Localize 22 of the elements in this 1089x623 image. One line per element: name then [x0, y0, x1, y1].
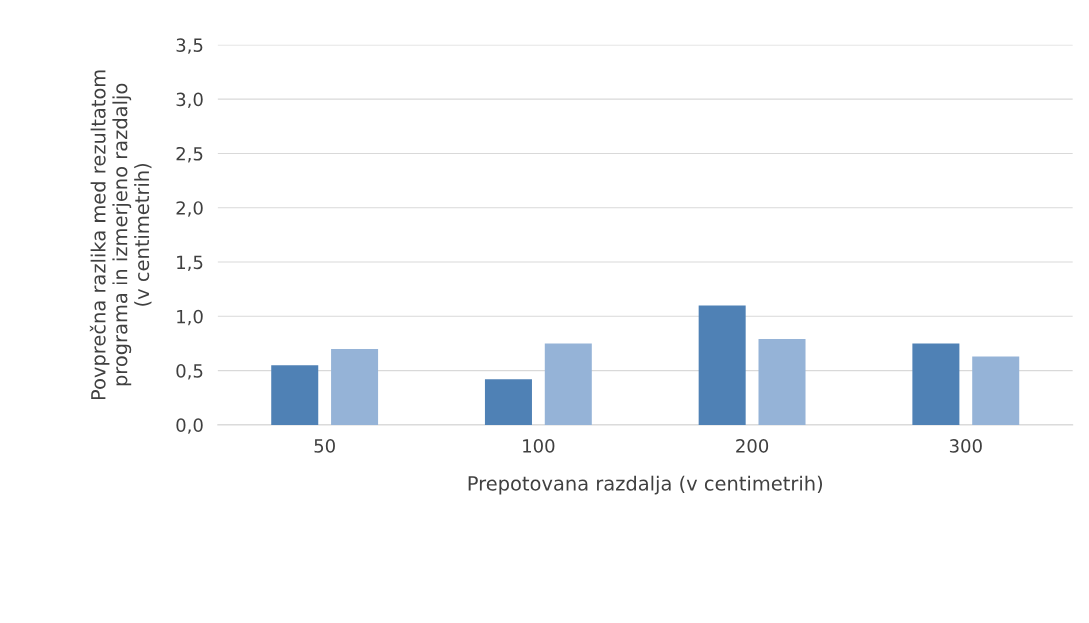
bar: [912, 343, 960, 425]
y-tick-label: 3,5: [176, 38, 203, 54]
y-tick-label: 2,5: [176, 146, 203, 163]
x-tick-label: 300: [949, 439, 982, 453]
x-tick-label: 50: [314, 439, 335, 453]
bar: [698, 305, 746, 425]
y-axis-title: Povprečna razlika med rezultatom programa in izmerjeno razdaljo (v centimetrih): [89, 70, 152, 400]
bar: [484, 379, 532, 425]
y-tick-label: 3,0: [176, 92, 203, 109]
bar: [544, 343, 592, 425]
bar: [758, 339, 806, 425]
y-tick-label: 1,0: [177, 309, 203, 326]
bar: [972, 356, 1020, 425]
bar: [271, 365, 319, 425]
y-tick-label: 0,5: [176, 364, 203, 380]
y-tick-label: 0,0: [176, 418, 203, 434]
x-tick-label: 100: [523, 439, 555, 453]
bar: [331, 348, 379, 425]
y-tick-label: 1,5: [177, 255, 203, 271]
x-axis-title: Prepotovana razdalja (v centimetrih): [468, 475, 823, 495]
x-tick-label: 200: [736, 439, 769, 453]
y-tick-label: 2,0: [176, 201, 203, 217]
